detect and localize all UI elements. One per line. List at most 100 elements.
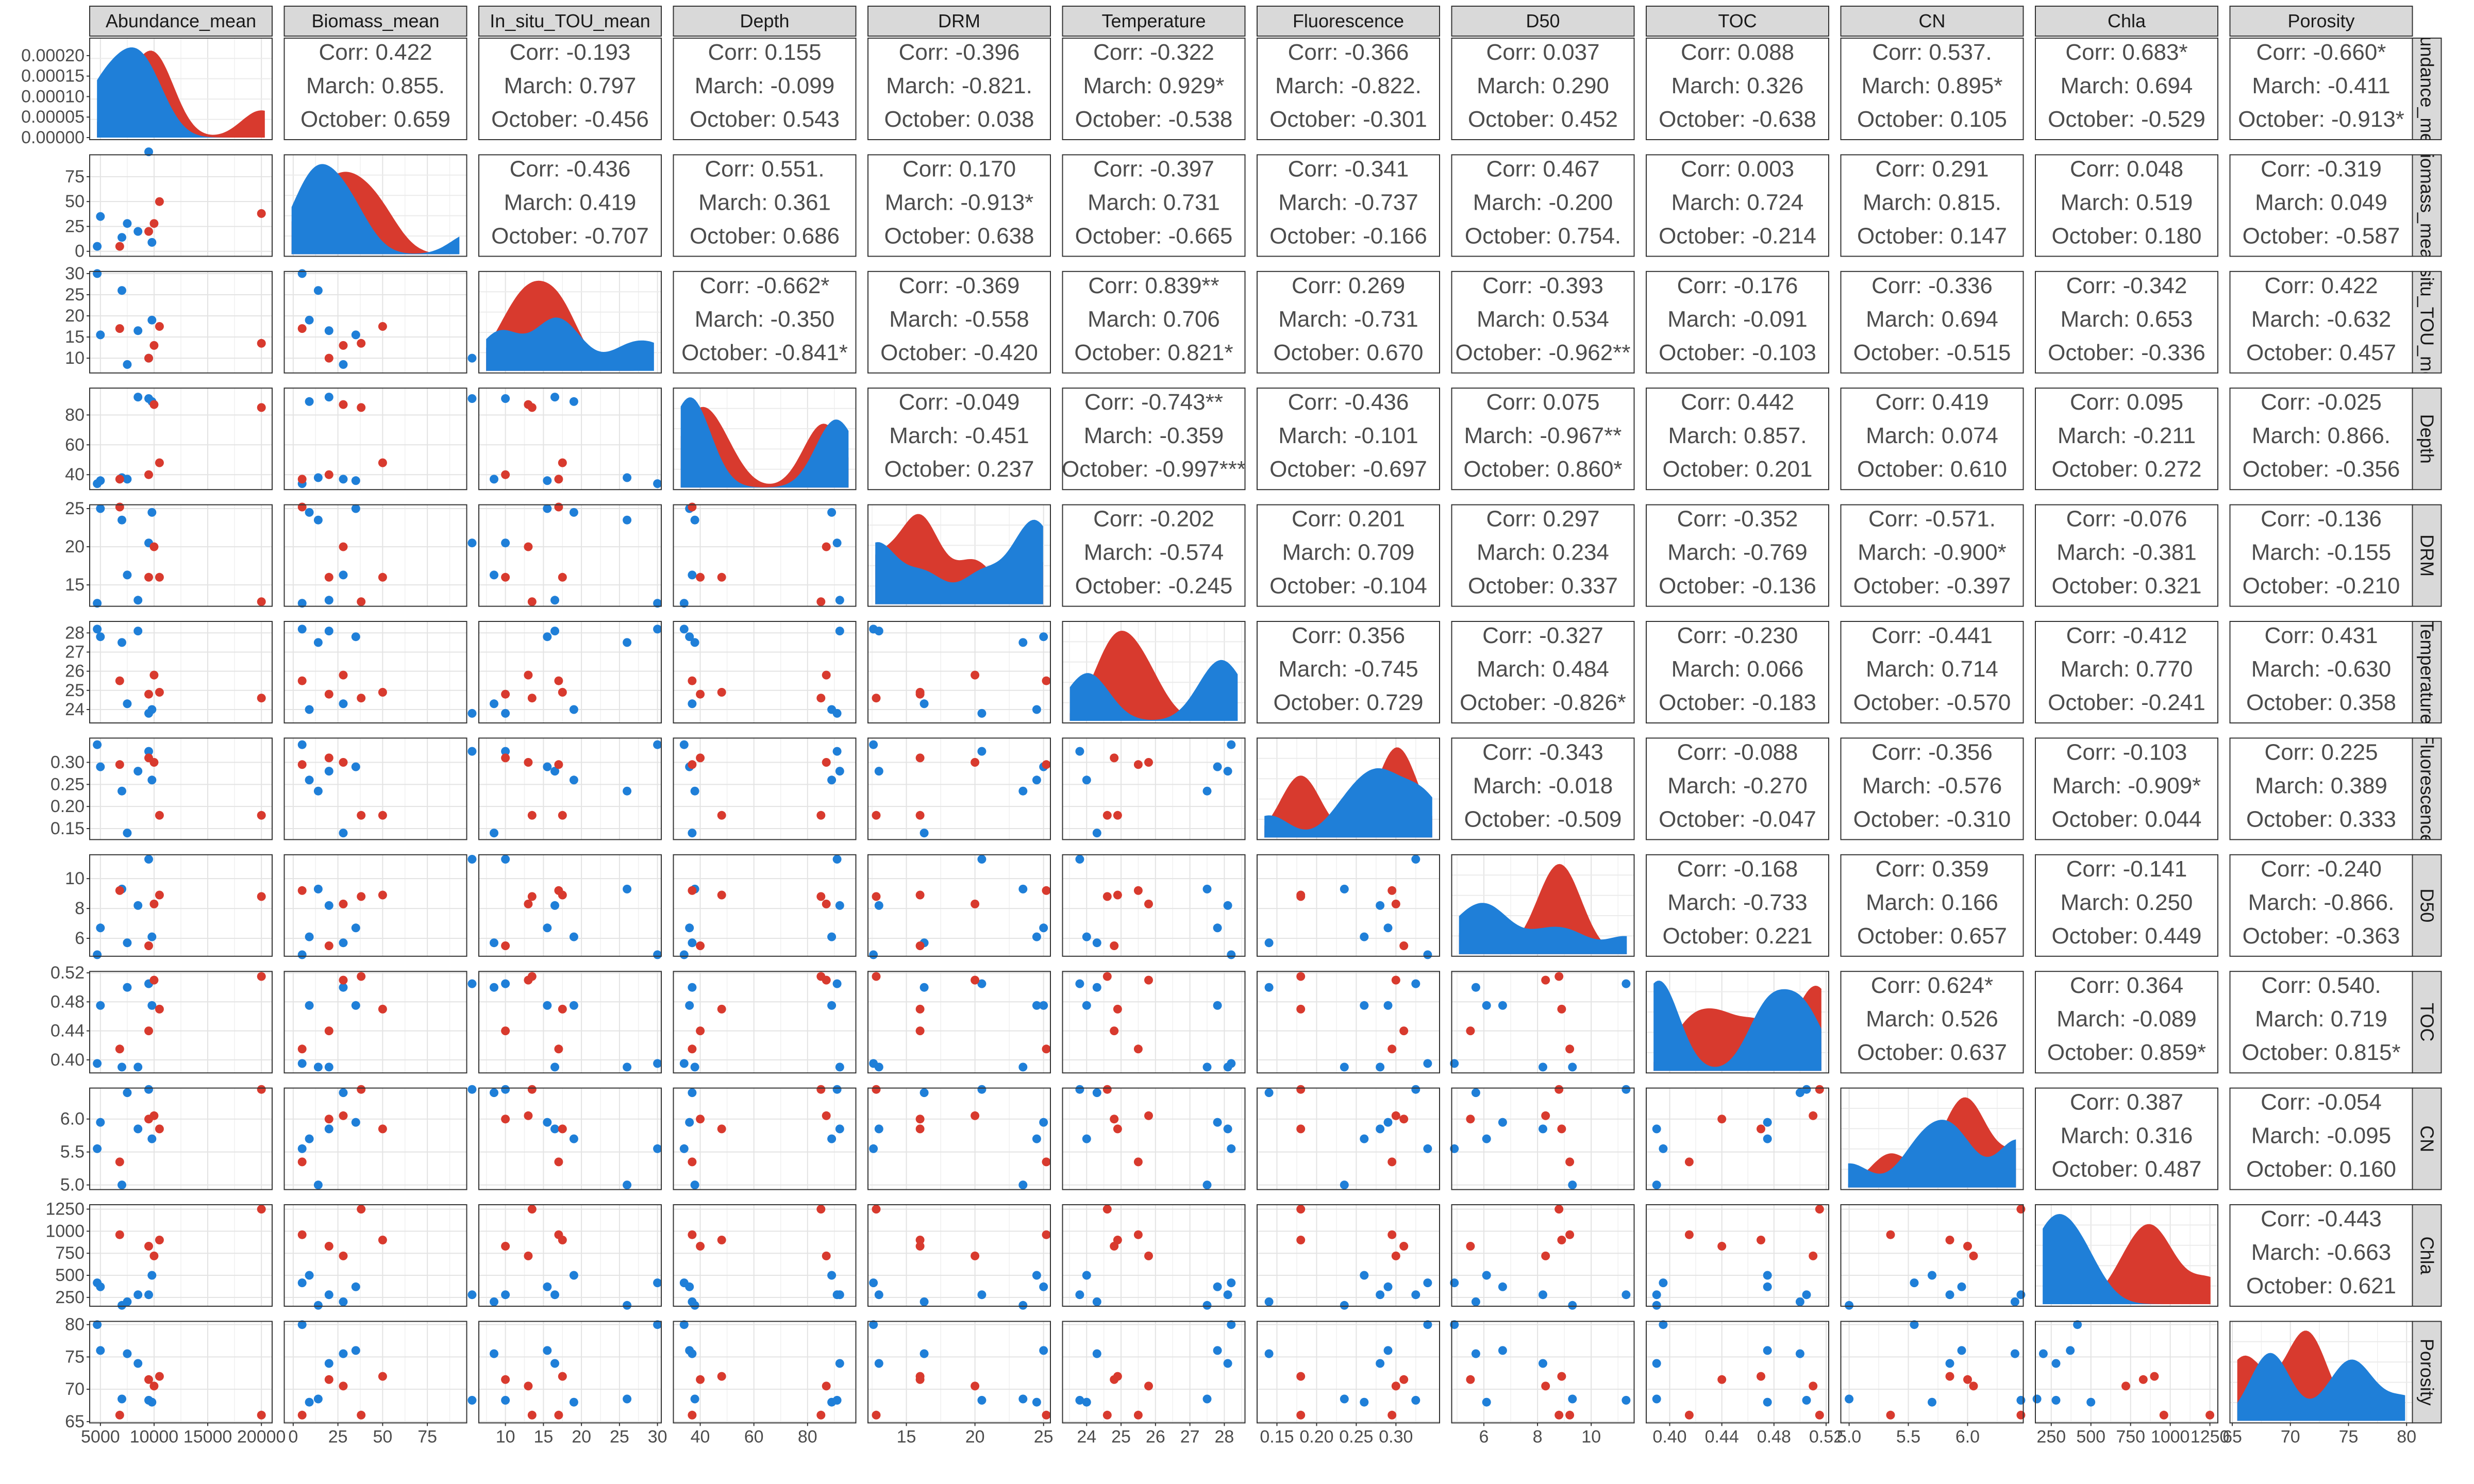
scatter-point-march bbox=[688, 760, 697, 769]
scatter-point-october bbox=[339, 938, 348, 948]
scatter-point-october bbox=[118, 638, 126, 647]
corr-march-label: March: 0.484 bbox=[1477, 656, 1609, 682]
scatter-point-march bbox=[696, 572, 705, 582]
scatter-point-march bbox=[357, 1085, 366, 1094]
scatter-point-october bbox=[490, 938, 498, 948]
scatter-point-october bbox=[1568, 1181, 1577, 1190]
scatter-point-october bbox=[685, 632, 694, 642]
plot-panel-border bbox=[1451, 854, 1635, 957]
plot-panel-bg bbox=[868, 1088, 1050, 1190]
corr-overall-label: Corr: -0.662* bbox=[700, 273, 830, 298]
scatter-point-october bbox=[324, 326, 333, 335]
plot-panel-bg bbox=[479, 1321, 661, 1423]
scatter-point-october bbox=[1018, 786, 1028, 796]
corr-october-label: October: -0.538 bbox=[1075, 107, 1233, 132]
scatter-point-march bbox=[915, 811, 925, 820]
scatter-point-october bbox=[297, 1320, 307, 1329]
corr-october-label: October: -0.183 bbox=[1659, 690, 1816, 715]
scatter-point-march bbox=[1809, 1251, 1818, 1260]
corr-panel bbox=[1257, 387, 1440, 491]
scatter-point-march bbox=[1554, 1205, 1564, 1214]
corr-march-label: March: 0.519 bbox=[2061, 190, 2193, 215]
y-tick-label: 750 bbox=[55, 1243, 85, 1263]
scatter-point-march bbox=[1541, 1111, 1550, 1120]
corr-overall-label: Corr: -0.441 bbox=[1871, 623, 1993, 648]
plot-panel-bg bbox=[284, 1088, 467, 1190]
scatter-point-october bbox=[1340, 884, 1349, 893]
plot-panel-bg bbox=[673, 738, 856, 840]
x-tick-label: 5.0 bbox=[1837, 1427, 1861, 1446]
scatter-point-october bbox=[1659, 1320, 1668, 1329]
scatter-point-march bbox=[339, 542, 348, 551]
scatter-point-march bbox=[971, 1251, 980, 1260]
corr-overall-label: Corr: -0.049 bbox=[899, 390, 1020, 415]
plot-panel-border bbox=[867, 1087, 1051, 1190]
scatter-point-march bbox=[971, 899, 980, 908]
scatter-point-october bbox=[690, 1181, 699, 1190]
corr-october-label: October: -0.241 bbox=[2048, 690, 2205, 715]
plot-panel-border bbox=[867, 504, 1051, 607]
corr-panel bbox=[2035, 1087, 2218, 1190]
plot-panel-border bbox=[867, 1204, 1051, 1307]
scatter-point-october bbox=[1039, 1282, 1048, 1291]
scatter-point-october bbox=[1223, 1359, 1232, 1368]
corr-panel bbox=[1451, 621, 1635, 723]
corr-october-label: October: -0.356 bbox=[2243, 457, 2400, 482]
corr-overall-label: Corr: -0.054 bbox=[2261, 1090, 2382, 1115]
plot-panel-bg bbox=[1841, 1205, 2024, 1306]
scatter-point-march bbox=[2138, 1375, 2148, 1384]
y-tick-label: 0.44 bbox=[51, 1021, 85, 1041]
scatter-point-october bbox=[1202, 1394, 1212, 1404]
scatter-point-october bbox=[1092, 829, 1101, 838]
plot-panel-border bbox=[1062, 971, 1246, 1074]
scatter-point-march bbox=[378, 688, 387, 697]
scatter-point-october bbox=[123, 570, 132, 580]
corr-overall-label: Corr: 0.095 bbox=[2070, 390, 2183, 415]
y-tick-label: 20 bbox=[65, 537, 85, 556]
plot-panel-border bbox=[1062, 1204, 1246, 1307]
plot-panel-bg bbox=[479, 504, 661, 606]
x-tick-label: 6.0 bbox=[1955, 1427, 1980, 1446]
column-label-Depth: Depth bbox=[740, 10, 789, 31]
plot-panel-border bbox=[867, 971, 1051, 1074]
corr-panel bbox=[2229, 854, 2413, 957]
scatter-point-october bbox=[1213, 762, 1222, 771]
scatter-point-october bbox=[1039, 632, 1048, 642]
scatter-point-march bbox=[149, 341, 159, 350]
row-strip-D50 bbox=[2412, 854, 2442, 957]
corr-october-label: October: -0.245 bbox=[1075, 574, 1233, 599]
corr-march-label: March: -0.913* bbox=[885, 190, 1034, 215]
corr-overall-label: Corr: 0.269 bbox=[1292, 273, 1405, 298]
column-label-Fluorescence: Fluorescence bbox=[1293, 10, 1404, 31]
scatter-point-october bbox=[688, 983, 697, 992]
corr-october-label: October: -0.509 bbox=[1464, 806, 1622, 832]
scatter-point-march bbox=[524, 899, 533, 908]
corr-march-label: March: 0.534 bbox=[1477, 307, 1609, 332]
plot-panel-border bbox=[283, 854, 467, 957]
scatter-point-march bbox=[257, 1410, 266, 1420]
scatter-point-october bbox=[1423, 1059, 1432, 1068]
scatter-point-october bbox=[1652, 1301, 1661, 1310]
scatter-point-october bbox=[1018, 1063, 1028, 1072]
scatter-point-march bbox=[1388, 1044, 1397, 1054]
corr-october-label: October: -0.962** bbox=[1456, 340, 1631, 365]
plot-panel-bg bbox=[868, 1321, 1050, 1423]
scatter-point-october bbox=[1075, 1085, 1084, 1094]
row-strip-CN bbox=[2412, 1087, 2442, 1190]
scatter-point-march bbox=[339, 341, 348, 350]
scatter-point-october bbox=[490, 983, 498, 992]
scatter-point-october bbox=[96, 923, 105, 933]
scatter-point-march bbox=[115, 324, 124, 333]
scatter-point-october bbox=[1075, 979, 1084, 988]
corr-panel bbox=[1451, 271, 1635, 374]
scatter-point-march bbox=[378, 1372, 387, 1381]
scatter-point-march bbox=[872, 1410, 881, 1420]
corr-october-label: October: -0.841* bbox=[681, 340, 848, 365]
y-tick-label: 80 bbox=[65, 1315, 85, 1335]
scatter-point-october bbox=[133, 596, 143, 605]
scatter-point-october bbox=[1082, 1134, 1091, 1143]
scatter-point-march bbox=[501, 1242, 510, 1251]
scatter-point-october bbox=[1092, 1297, 1101, 1306]
scatter-point-october bbox=[1539, 1290, 1547, 1300]
scatter-point-october bbox=[543, 476, 552, 485]
